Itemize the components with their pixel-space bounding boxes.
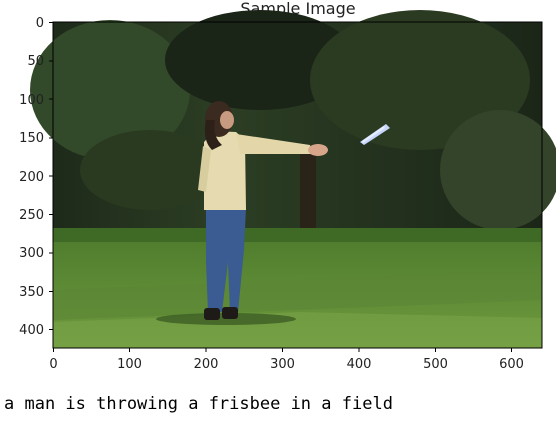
x-tick-label: 500 [423, 357, 448, 372]
frisbee [360, 124, 390, 145]
photo [30, 10, 556, 348]
x-tick-label: 200 [194, 357, 219, 372]
figure: Sample Image [19, 0, 556, 372]
y-tick-label: 100 [19, 93, 44, 108]
axes-frame [52, 21, 543, 349]
caption-text: a man is throwing a frisbee in a field [4, 394, 393, 414]
y-tick-label: 150 [19, 131, 44, 146]
x-axis: 0 100 200 300 400 500 600 [49, 348, 524, 372]
person [198, 101, 328, 320]
y-axis: 0 50 100 150 200 250 300 350 400 [19, 16, 53, 338]
y-tick-label: 200 [19, 170, 44, 185]
x-tick-label: 300 [270, 357, 295, 372]
y-tick-label: 250 [19, 208, 44, 223]
y-tick-label: 350 [19, 285, 44, 300]
y-tick-label: 50 [27, 54, 44, 69]
x-tick-label: 600 [499, 357, 524, 372]
y-tick-label: 0 [36, 16, 44, 31]
x-tick-label: 0 [49, 357, 57, 372]
y-tick-label: 300 [19, 246, 44, 261]
x-tick-label: 400 [347, 357, 372, 372]
y-tick-label: 400 [19, 323, 44, 338]
x-tick-label: 100 [117, 357, 142, 372]
